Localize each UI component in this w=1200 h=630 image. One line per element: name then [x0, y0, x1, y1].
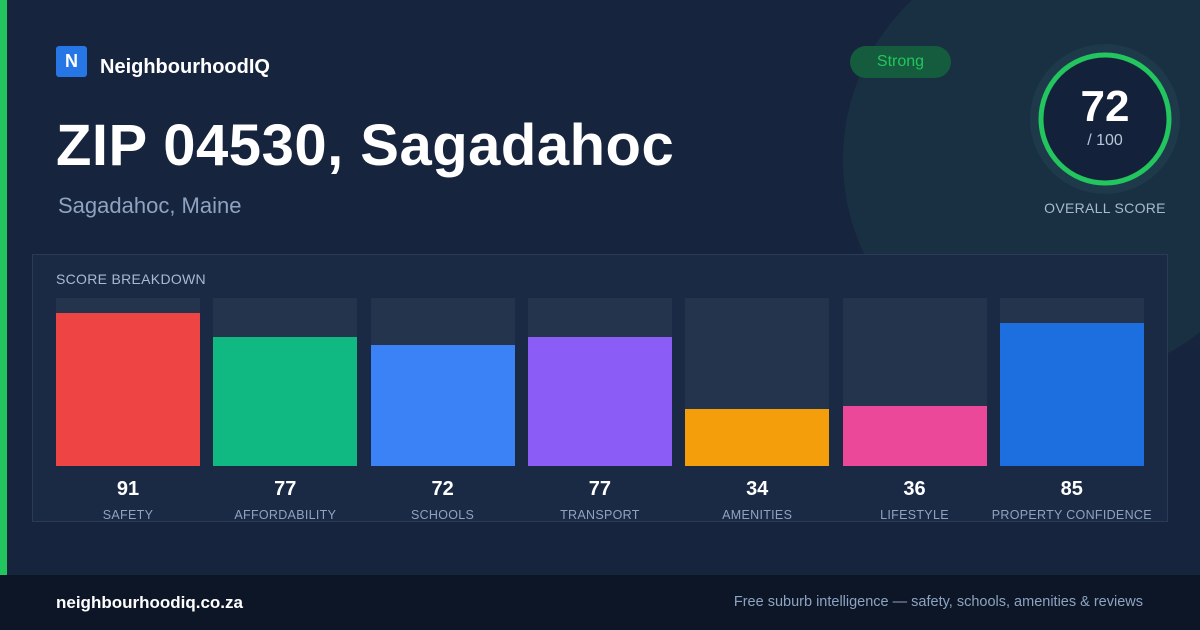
- score-bar-label: AMENITIES: [722, 508, 793, 522]
- score-bar-label: LIFESTYLE: [880, 508, 949, 522]
- score-bar-label: SAFETY: [102, 508, 154, 522]
- overall-score-label: OVERALL SCORE: [1044, 200, 1166, 216]
- accent-bar: [0, 0, 7, 575]
- footer-url-link[interactable]: neighbourhoodiq.co.za: [56, 593, 243, 612]
- brand-logo-icon: N: [56, 46, 87, 77]
- score-bar-track: [527, 298, 672, 466]
- footer-tagline: Free suburb intelligence — safety, schoo…: [733, 594, 1143, 610]
- score-bar-value: 34: [746, 478, 769, 500]
- score-bar-fill: [370, 345, 515, 466]
- score-bar-fill: [999, 323, 1144, 466]
- score-bar-track: [213, 298, 358, 466]
- score-bar-fill: [685, 408, 830, 466]
- score-bar-fill: [527, 336, 672, 466]
- rating-badge: Strong: [850, 46, 951, 78]
- score-ring-progress: [1038, 52, 1172, 186]
- score-bar-value: 91: [116, 478, 140, 500]
- score-bar-value: 36: [903, 478, 926, 500]
- overall-score-value: 72: [1080, 82, 1130, 131]
- score-bar-value: 77: [588, 478, 612, 500]
- score-bar-value: 77: [274, 478, 297, 500]
- score-bar-label: TRANSPORT: [560, 508, 640, 522]
- page-title: ZIP 04530, Sagadahoc: [56, 113, 675, 178]
- score-bar-value: 72: [431, 478, 454, 500]
- score-bar-track: [685, 298, 830, 466]
- score-bar-track: [56, 298, 200, 466]
- score-bar-fill: [213, 336, 358, 466]
- score-bar-track: [842, 298, 987, 466]
- score-bar-value: 85: [1060, 478, 1083, 500]
- page-subtitle: Sagadahoc, Maine: [58, 193, 242, 218]
- score-bar-label: PROPERTY CONFIDENCE: [991, 508, 1152, 522]
- score-bar-fill: [56, 313, 200, 466]
- overall-score-max: / 100: [1087, 132, 1123, 149]
- score-bar-track: [999, 298, 1144, 466]
- overall-score-ring: [1030, 44, 1180, 194]
- score-bar-label: SCHOOLS: [410, 508, 475, 522]
- score-bar-track: [370, 298, 515, 466]
- score-breakdown-title: SCORE BREAKDOWN: [56, 271, 206, 287]
- score-bar-fill: [842, 405, 987, 466]
- score-bar-label: AFFORDABILITY: [234, 508, 337, 522]
- footer: [0, 575, 1200, 630]
- brand-name: NeighbourhoodIQ: [100, 56, 270, 78]
